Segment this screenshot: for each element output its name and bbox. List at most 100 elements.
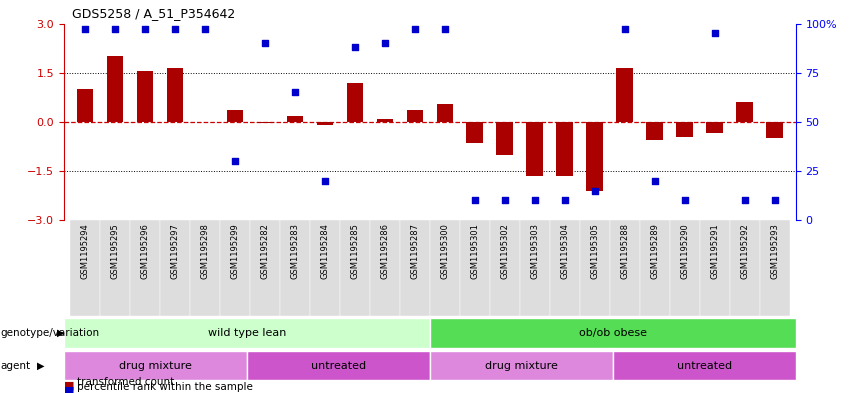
Bar xyxy=(677,122,693,137)
Point xyxy=(678,197,692,204)
Bar xyxy=(430,351,613,380)
Point xyxy=(378,40,391,46)
Bar xyxy=(136,71,153,122)
Text: GSM1195298: GSM1195298 xyxy=(200,223,209,279)
Text: GSM1195300: GSM1195300 xyxy=(440,223,449,279)
Point xyxy=(348,44,362,50)
Text: GSM1195305: GSM1195305 xyxy=(591,223,599,279)
Text: wild type lean: wild type lean xyxy=(208,328,286,338)
Bar xyxy=(287,116,303,122)
Text: genotype/variation: genotype/variation xyxy=(1,328,100,338)
Bar xyxy=(466,122,483,143)
Point xyxy=(138,26,151,33)
Text: ■: ■ xyxy=(64,380,74,391)
Text: ▶: ▶ xyxy=(57,328,65,338)
Text: GSM1195294: GSM1195294 xyxy=(80,223,89,279)
Bar xyxy=(736,102,753,122)
Bar xyxy=(256,122,273,123)
Bar xyxy=(430,220,460,316)
Bar xyxy=(609,220,640,316)
Bar xyxy=(160,220,190,316)
Text: ob/ob obese: ob/ob obese xyxy=(579,328,647,338)
Bar xyxy=(106,56,123,122)
Bar xyxy=(489,220,520,316)
Bar xyxy=(407,110,423,122)
Bar xyxy=(437,104,453,122)
Bar xyxy=(220,220,250,316)
Point xyxy=(648,178,661,184)
Point xyxy=(738,197,751,204)
Text: GSM1195286: GSM1195286 xyxy=(380,223,389,279)
Text: agent: agent xyxy=(1,361,31,371)
Text: GSM1195288: GSM1195288 xyxy=(620,223,629,279)
Bar xyxy=(310,220,340,316)
Bar xyxy=(340,220,370,316)
Point xyxy=(558,197,572,204)
Point xyxy=(318,178,332,184)
Bar xyxy=(700,220,729,316)
Bar xyxy=(64,318,430,348)
Bar xyxy=(70,220,100,316)
Point xyxy=(198,26,212,33)
Bar xyxy=(226,110,243,122)
Point xyxy=(588,187,602,194)
Bar xyxy=(77,89,93,122)
Text: ▶: ▶ xyxy=(37,361,45,371)
Bar xyxy=(613,351,796,380)
Text: transformed count: transformed count xyxy=(77,377,174,387)
Point xyxy=(618,26,631,33)
Text: GSM1195293: GSM1195293 xyxy=(770,223,780,279)
Text: GSM1195303: GSM1195303 xyxy=(530,223,540,279)
Point xyxy=(768,197,781,204)
Point xyxy=(408,26,421,33)
Bar xyxy=(247,351,430,380)
Text: GSM1195291: GSM1195291 xyxy=(711,223,719,279)
Text: drug mixture: drug mixture xyxy=(119,361,191,371)
Text: GDS5258 / A_51_P354642: GDS5258 / A_51_P354642 xyxy=(72,7,236,20)
Bar xyxy=(670,220,700,316)
Bar xyxy=(767,122,783,138)
Point xyxy=(228,158,242,164)
Point xyxy=(468,197,482,204)
Text: GSM1195295: GSM1195295 xyxy=(111,223,119,279)
Bar xyxy=(557,122,573,176)
Bar xyxy=(520,220,550,316)
Text: GSM1195282: GSM1195282 xyxy=(260,223,269,279)
Bar xyxy=(190,220,220,316)
Bar xyxy=(460,220,489,316)
Bar xyxy=(647,122,663,140)
Point xyxy=(288,89,301,95)
Bar xyxy=(430,318,796,348)
Bar xyxy=(64,351,247,380)
Bar xyxy=(346,83,363,122)
Point xyxy=(438,26,452,33)
Point xyxy=(258,40,271,46)
Bar xyxy=(580,220,609,316)
Bar xyxy=(550,220,580,316)
Text: GSM1195290: GSM1195290 xyxy=(680,223,689,279)
Bar xyxy=(167,68,183,122)
Text: GSM1195297: GSM1195297 xyxy=(170,223,180,279)
Point xyxy=(78,26,92,33)
Text: GSM1195292: GSM1195292 xyxy=(740,223,749,279)
Bar xyxy=(640,220,670,316)
Bar xyxy=(729,220,760,316)
Text: GSM1195283: GSM1195283 xyxy=(290,223,300,279)
Bar xyxy=(250,220,280,316)
Bar xyxy=(616,68,633,122)
Bar xyxy=(280,220,310,316)
Bar xyxy=(376,119,393,122)
Text: untreated: untreated xyxy=(677,361,732,371)
Text: GSM1195284: GSM1195284 xyxy=(320,223,329,279)
Bar xyxy=(317,122,333,125)
Text: drug mixture: drug mixture xyxy=(485,361,557,371)
Point xyxy=(168,26,181,33)
Point xyxy=(708,30,722,37)
Text: GSM1195304: GSM1195304 xyxy=(560,223,569,279)
Point xyxy=(498,197,511,204)
Text: percentile rank within the sample: percentile rank within the sample xyxy=(77,382,253,392)
Text: GSM1195296: GSM1195296 xyxy=(140,223,149,279)
Bar xyxy=(586,122,603,191)
Text: GSM1195289: GSM1195289 xyxy=(650,223,660,279)
Text: untreated: untreated xyxy=(311,361,366,371)
